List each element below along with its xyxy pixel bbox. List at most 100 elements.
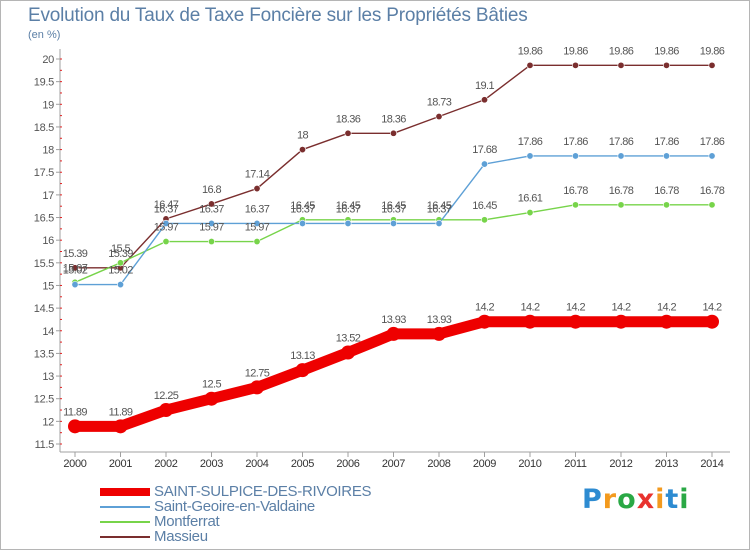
y-tick-label: 13.5 (34, 348, 54, 360)
data-label: 13.93 (381, 314, 406, 326)
data-label: 16.45 (472, 200, 497, 212)
data-point (571, 61, 579, 69)
data-point (477, 314, 492, 329)
data-point (523, 314, 537, 329)
data-point (253, 238, 261, 246)
data-label: 13.93 (427, 314, 452, 326)
data-label: 18 (297, 130, 309, 142)
logo-letter: i (679, 484, 690, 515)
data-label: 12.75 (245, 367, 270, 379)
data-label: 18.36 (336, 113, 361, 125)
data-label: 16.78 (700, 185, 725, 197)
data-point (71, 281, 79, 289)
data-point (253, 185, 261, 193)
y-tick-label: 20 (42, 54, 54, 66)
y-tick-label: 11.5 (35, 439, 55, 451)
data-point (117, 281, 125, 289)
data-label: 19.86 (654, 45, 679, 57)
data-point (344, 129, 352, 137)
data-point (617, 201, 625, 209)
logo-letter: i (655, 484, 666, 515)
data-label: 19.86 (518, 45, 543, 57)
data-point (341, 345, 355, 360)
data-label: 16.37 (199, 203, 224, 215)
y-tick-label: 12.5 (34, 394, 54, 406)
data-point (162, 219, 170, 227)
data-label: 16.37 (154, 203, 179, 215)
data-point (480, 160, 488, 168)
data-label: 16.45 (290, 200, 315, 212)
data-label: 15.5 (111, 243, 130, 255)
data-label: 17.86 (654, 136, 679, 148)
data-label: 16.45 (427, 200, 452, 212)
data-point (117, 259, 125, 267)
data-label: 12.25 (154, 390, 179, 402)
x-tick-label: 2010 (518, 458, 541, 470)
data-label: 15.02 (63, 265, 88, 277)
data-label: 16.78 (654, 185, 679, 197)
x-tick-label: 2011 (564, 458, 587, 470)
legend-swatch (100, 488, 150, 496)
legend-label: SAINT-SULPICE-DES-RIVOIRES (154, 483, 372, 500)
data-label: 17.68 (472, 144, 497, 156)
data-point (68, 419, 82, 434)
data-label: 15.39 (108, 248, 133, 260)
series-line-3 (74, 64, 713, 269)
logo-letter: t (665, 484, 680, 515)
data-label: 13.52 (336, 333, 361, 345)
data-label: 16.45 (381, 200, 406, 212)
data-point (344, 219, 352, 227)
data-label: 16.8 (202, 184, 221, 196)
logo-letter: x (636, 484, 656, 515)
data-point (571, 152, 579, 160)
data-label: 16.61 (518, 193, 543, 205)
data-label: 16.45 (336, 200, 361, 212)
data-label: 19.86 (563, 45, 588, 57)
logo-letter: r (602, 484, 618, 515)
data-point (708, 61, 716, 69)
data-point (526, 61, 534, 69)
data-label: 15.97 (199, 222, 224, 234)
data-point (435, 219, 443, 227)
data-label: 15.97 (245, 222, 270, 234)
x-tick-label: 2001 (109, 458, 132, 470)
legend-swatch (100, 506, 150, 508)
data-point (389, 129, 397, 137)
data-label: 16.78 (609, 185, 634, 197)
data-point (662, 152, 670, 160)
data-label: 14.2 (520, 302, 539, 314)
x-tick-label: 2008 (427, 458, 450, 470)
x-tick-label: 2006 (336, 458, 359, 470)
data-point (526, 209, 534, 217)
y-tick-label: 14.5 (34, 303, 54, 315)
data-label: 16.37 (336, 203, 361, 215)
legend-label: Massieu (154, 528, 208, 545)
data-label: 15.02 (108, 265, 133, 277)
logo-letter: P (582, 484, 603, 515)
data-label: 16.47 (154, 199, 179, 211)
data-label: 16.78 (563, 185, 588, 197)
data-label: 11.89 (109, 406, 133, 418)
unit-label: (en %) (28, 29, 61, 41)
data-point (250, 380, 264, 395)
data-point (162, 238, 170, 246)
y-tick-label: 15 (42, 280, 54, 292)
data-label: 15.97 (154, 222, 179, 234)
x-tick-label: 2013 (655, 458, 678, 470)
data-point (389, 219, 397, 227)
data-point (435, 113, 443, 121)
x-tick-label: 2012 (609, 458, 632, 470)
data-point (480, 96, 488, 104)
data-point (480, 216, 488, 224)
y-tick-label: 15.5 (34, 258, 54, 270)
data-point (208, 200, 216, 208)
data-point (526, 152, 534, 160)
data-point (617, 152, 625, 160)
x-tick-label: 2004 (245, 458, 268, 470)
y-tick-label: 18 (42, 145, 54, 157)
data-label: 16.37 (290, 203, 315, 215)
data-point (705, 314, 719, 329)
data-label: 17.86 (700, 136, 725, 148)
data-point (71, 264, 79, 272)
data-point (253, 219, 261, 227)
